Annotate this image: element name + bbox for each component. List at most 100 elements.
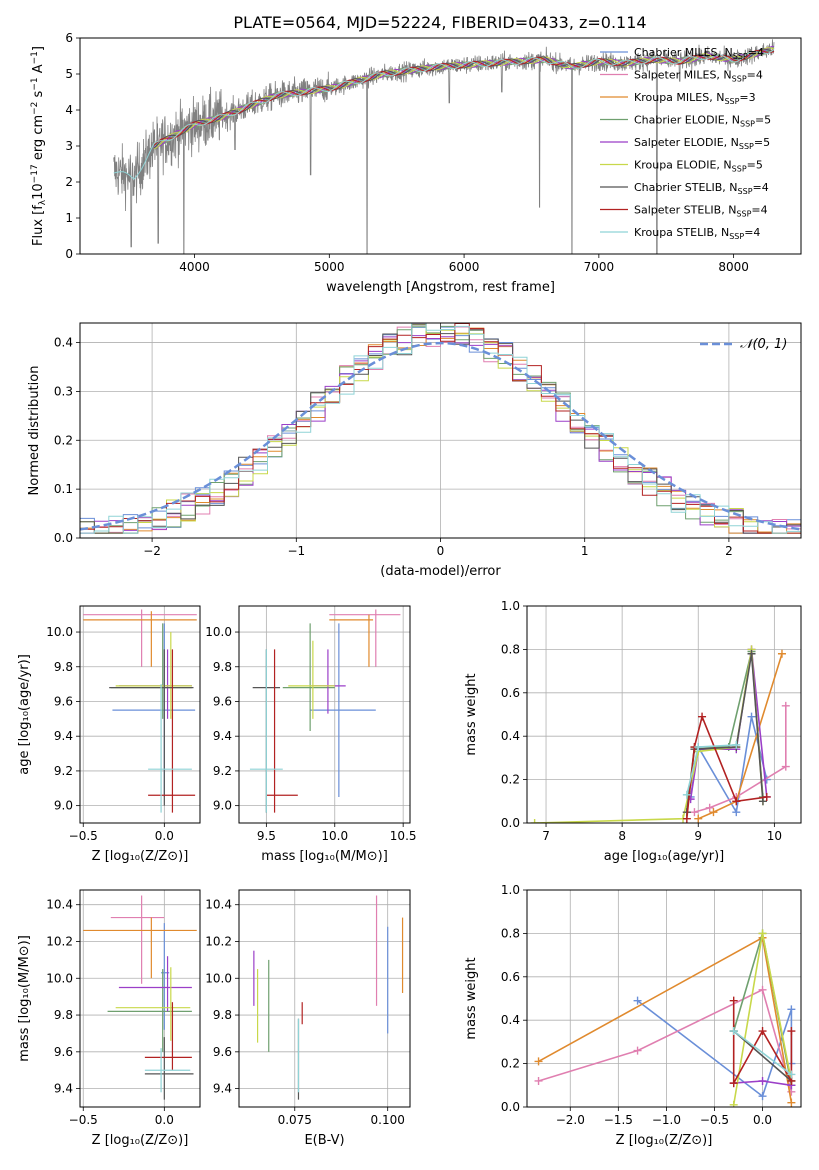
weight-marker [690, 808, 699, 817]
x-axis-label: Z [log₁₀(Z/Z⊙)] [616, 1133, 713, 1148]
weight-marker [682, 790, 691, 799]
y-tick-label: 0.0 [501, 1100, 520, 1114]
x-tick-label: −0.5 [69, 829, 98, 843]
axes-frame [79, 605, 201, 824]
axes-frame [238, 889, 411, 1108]
y-tick-label: 0.6 [501, 970, 520, 984]
panel-mass-vs-ebv: 0.075 0.100 9.4 9.6 9.8 10.0 10.2 10.4 E(B-V) [205, 889, 411, 1148]
weight-line [538, 988, 793, 1093]
y-axis-label: Flux [fλ10−17 erg cm−2 s−1 A−1] [30, 46, 48, 246]
x-tick-label: −0.5 [700, 1113, 729, 1127]
y-tick-label: 0.4 [501, 1013, 520, 1027]
weight-marker [787, 1098, 796, 1107]
y-tick-label: 9.8 [54, 1008, 73, 1022]
x-tick-label: 4000 [179, 260, 210, 274]
weight-marker [694, 814, 703, 823]
weight-marker [534, 1057, 543, 1066]
y-tick-label: 6 [65, 31, 73, 45]
weight-marker [709, 808, 718, 817]
weight-line [733, 1030, 792, 1076]
y-tick-label: 10.2 [205, 934, 232, 948]
y-tick-label: 9.4 [213, 729, 232, 743]
legend-entry: Chabrier STELIB, NSSP=4 [634, 181, 769, 196]
x-tick-label: 0 [437, 544, 445, 558]
y-tick-label: 9.6 [54, 1045, 73, 1059]
x-axis-label: Z [log₁₀(Z/Z⊙)] [92, 849, 189, 864]
x-tick-label: 8000 [718, 260, 749, 274]
weight-marker [777, 649, 786, 658]
x-tick-label: −1.5 [604, 1113, 633, 1127]
y-tick-label: 1.0 [501, 599, 520, 613]
weight-marker [705, 803, 714, 812]
y-tick-label: 10.0 [205, 625, 232, 639]
y-tick-label: 10.4 [46, 898, 73, 912]
weight-marker [729, 1027, 738, 1036]
plot-area [534, 929, 796, 1107]
weight-marker [747, 712, 756, 721]
y-tick-label: 0.2 [501, 1057, 520, 1071]
panel-weight-vs-age: 7 8 9 10 0.0 0.2 0.4 0.6 0.8 1.0 age [log₁₀(age/yr… [464, 599, 802, 864]
x-tick-label: 0.0 [155, 1113, 174, 1127]
weight-marker [694, 743, 703, 752]
plot-area [113, 39, 775, 254]
y-tick-label: 9.0 [213, 799, 232, 813]
y-tick-label: 2 [65, 175, 73, 189]
x-tick-label: 2 [725, 544, 733, 558]
x-tick-label: 5000 [314, 260, 345, 274]
x-axis-label: Z [log₁₀(Z/Z⊙)] [92, 1133, 189, 1148]
axes-frame [79, 889, 201, 1108]
weight-marker [633, 996, 642, 1005]
x-tick-label: 10.5 [390, 829, 417, 843]
x-tick-label: −2 [143, 544, 161, 558]
legend-entry: 𝒩(0, 1) [740, 337, 787, 352]
panel-age-vs-z: −0.5 0.0 9.0 9.2 9.4 9.6 9.8 10.0 Z [log₁₀(Z/Z⊙)… [17, 605, 201, 864]
x-axis-label: E(B-V) [304, 1133, 344, 1148]
y-tick-label: 9.8 [213, 1008, 232, 1022]
legend: 𝒩(0, 1) [700, 337, 787, 352]
x-tick-label: 9.5 [257, 829, 276, 843]
legend: Chabrier MILES, NSSP=4 Salpeter MILES, NS… [600, 46, 771, 241]
x-axis-label: age [log₁₀(age/yr)] [604, 849, 725, 864]
x-tick-label: 9 [694, 829, 702, 843]
legend-entry: Chabrier MILES, NSSP=4 [634, 46, 764, 61]
x-tick-label: 6000 [449, 260, 480, 274]
x-tick-label: −2.0 [556, 1113, 585, 1127]
weight-marker [758, 929, 767, 938]
legend-entry: Salpeter STELIB, NSSP=4 [634, 204, 768, 219]
weight-marker [781, 701, 790, 710]
axes-frame [79, 37, 802, 255]
weight-marker [732, 808, 741, 817]
x-tick-label: −1 [287, 544, 305, 558]
panel-spectrum: 4000 5000 6000 7000 8000 0 1 2 3 4 5 6 wavelength [A… [30, 31, 802, 295]
weight-marker [758, 985, 767, 994]
weight-marker [758, 1092, 767, 1101]
weight-marker [633, 1046, 642, 1055]
weight-marker [682, 814, 691, 823]
histogram-salpeter-stelib [80, 323, 801, 534]
y-tick-label: 0.6 [501, 686, 520, 700]
y-tick-label: 9.0 [54, 799, 73, 813]
y-tick-label: 0 [65, 247, 73, 261]
weight-marker [787, 1070, 796, 1079]
y-tick-label: 4 [65, 103, 73, 117]
y-axis-label: age [log₁₀(age/yr)] [17, 654, 32, 775]
y-tick-label: 9.4 [54, 729, 73, 743]
y-tick-label: 3 [65, 139, 73, 153]
y-tick-label: 0.4 [54, 336, 73, 350]
x-tick-label: 7 [542, 829, 550, 843]
y-tick-label: 0.1 [54, 482, 73, 496]
weight-marker [787, 1027, 796, 1036]
y-tick-label: 9.6 [213, 1045, 232, 1059]
figure-title: PLATE=0564, MJD=52224, FIBERID=0433, z=0… [233, 13, 646, 32]
y-tick-label: 0.0 [54, 531, 73, 545]
x-tick-label: 0.075 [278, 1113, 312, 1127]
y-tick-label: 10.4 [205, 898, 232, 912]
panel-mass-vs-z: −0.5 0.0 9.4 9.6 9.8 10.0 10.2 10.4 Z [log₁₀(Z/Z… [17, 889, 201, 1148]
plot-area [253, 895, 404, 1100]
panel-age-vs-mass: 9.5 10.0 10.5 9.0 9.2 9.4 9.6 9.8 10.0 mass [log₁… [205, 605, 417, 864]
y-tick-label: 9.4 [54, 1082, 73, 1096]
plot-area [83, 609, 197, 813]
weight-marker [758, 1076, 767, 1085]
y-tick-label: 9.6 [54, 694, 73, 708]
